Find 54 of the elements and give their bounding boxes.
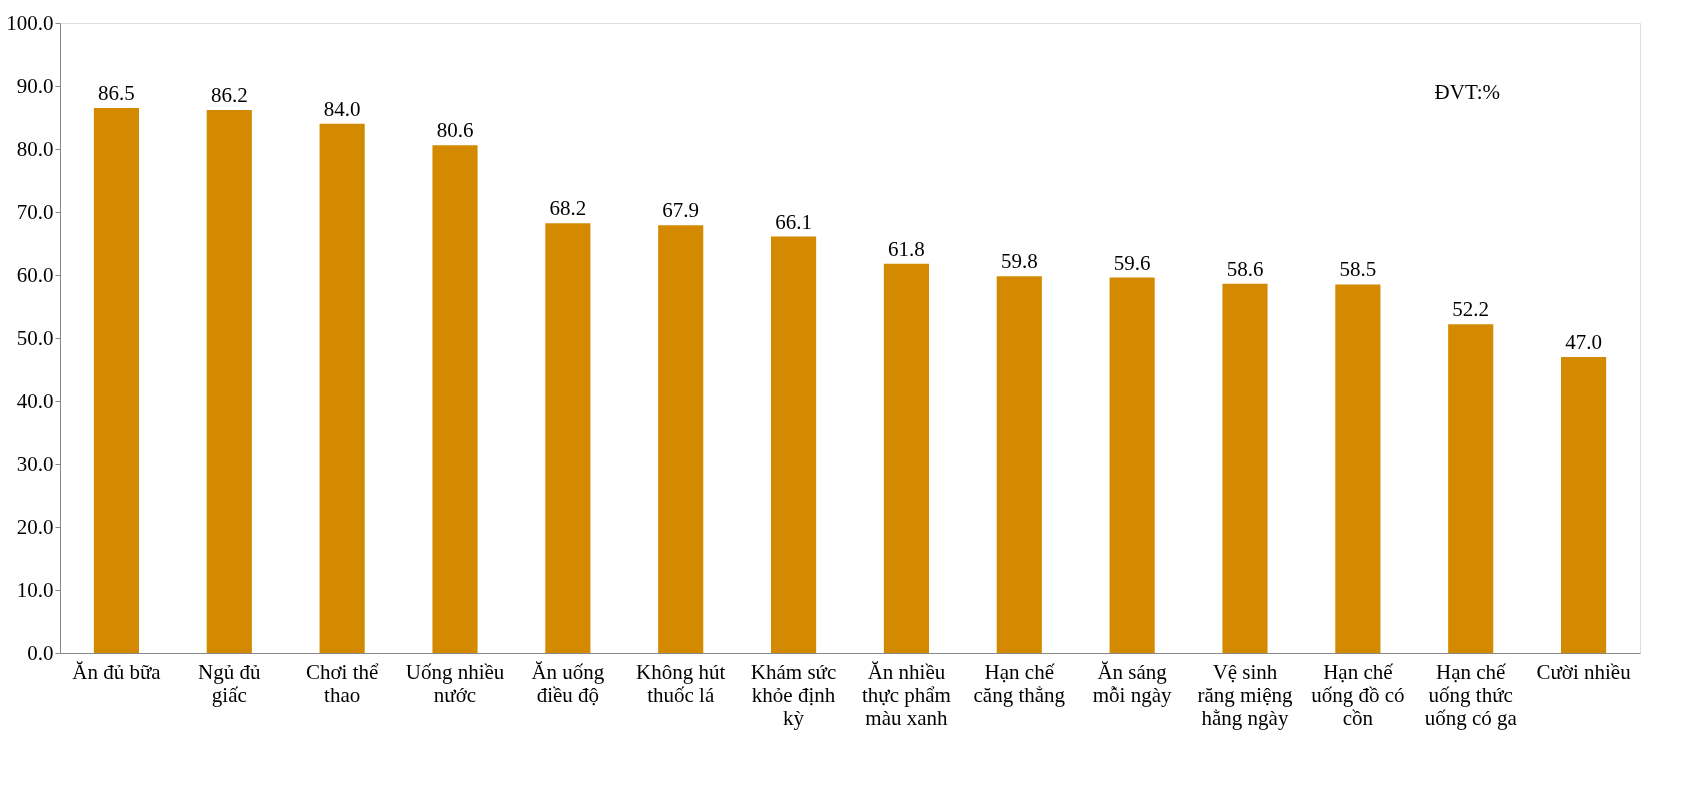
data-label: 86.2 <box>210 82 248 107</box>
x-tick-label: Ăn nhiều thực phẩm màu xanh <box>861 659 951 730</box>
y-tick-label: 20.0 <box>16 514 54 539</box>
data-label: 58.5 <box>1339 257 1377 282</box>
bar <box>1109 277 1155 653</box>
bar <box>1335 284 1381 653</box>
data-label: 47.0 <box>1565 329 1602 354</box>
bar <box>206 109 252 653</box>
data-label: 52.2 <box>1452 297 1490 322</box>
data-label: 58.6 <box>1226 256 1264 281</box>
x-tick-label: Uống nhiều nước <box>405 659 505 707</box>
y-tick-label: 0.0 <box>27 640 54 665</box>
bar <box>771 236 817 653</box>
y-tick-label: 80.0 <box>16 136 54 161</box>
x-tick-label: Hạn chế căng thẳng <box>973 659 1066 707</box>
bar <box>996 276 1042 653</box>
data-label: 68.2 <box>549 196 587 221</box>
x-tick-label: Không hút thuốc lá <box>636 659 726 707</box>
y-tick-label: 10.0 <box>16 577 54 602</box>
annotation: ĐVT:% <box>1434 80 1500 104</box>
x-tick-label: Ăn uống điều độ <box>531 659 605 707</box>
x-tick-label: Ngủ đủ giấc <box>198 659 261 707</box>
bar <box>1448 324 1494 653</box>
bar <box>545 223 591 653</box>
y-tick-label: 100.0 <box>6 10 54 35</box>
data-label: 66.1 <box>775 209 812 234</box>
bar <box>1222 283 1268 653</box>
bar <box>883 263 929 653</box>
y-tick-label: 60.0 <box>16 262 54 287</box>
x-tick-label: Khám sức khỏe định kỳ <box>750 659 837 730</box>
y-tick-label: 40.0 <box>16 388 54 413</box>
x-tick-label: Hạn chế uống đồ có cồn <box>1311 659 1405 730</box>
bar <box>658 225 704 653</box>
bar <box>1561 356 1607 653</box>
data-label: 59.6 <box>1113 250 1151 275</box>
x-tick-label: Ăn đủ bữa <box>72 659 162 684</box>
x-tick-label: Vệ sinh răng miệng hằng ngày <box>1197 659 1294 730</box>
data-label: 80.6 <box>436 118 474 143</box>
data-label: 61.8 <box>888 236 925 261</box>
data-label: 86.5 <box>98 81 135 106</box>
bar <box>93 108 139 653</box>
bar <box>432 145 478 653</box>
data-label: 84.0 <box>323 96 361 121</box>
x-tick-label: Chơi thể thao <box>305 659 379 707</box>
x-tick-label: Cười nhiều <box>1536 659 1632 684</box>
x-tick-label: Ăn sáng mỗi ngày <box>1092 659 1173 707</box>
data-label: 59.8 <box>1000 249 1038 274</box>
bar <box>319 123 365 653</box>
y-tick-label: 90.0 <box>16 73 54 98</box>
y-tick-label: 50.0 <box>16 325 54 350</box>
y-tick-label: 70.0 <box>16 199 54 224</box>
data-label: 67.9 <box>662 198 700 223</box>
y-tick-label: 30.0 <box>16 451 54 476</box>
x-tick-label: Hạn chế uống thức uống có ga <box>1424 659 1518 730</box>
